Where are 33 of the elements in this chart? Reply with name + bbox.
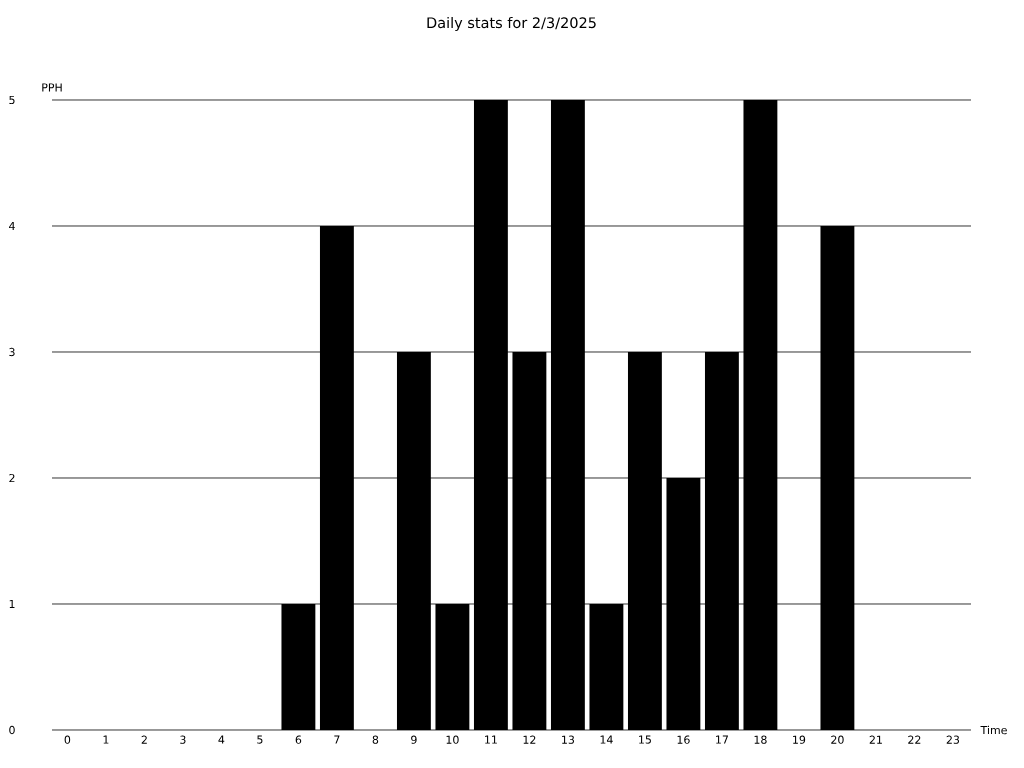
x-tick-label: 12: [523, 735, 536, 744]
x-tick-label: 13: [562, 735, 575, 744]
x-tick-label: 1: [103, 735, 109, 744]
x-tick-label: 16: [677, 735, 690, 744]
y-tick-label: 5: [9, 95, 15, 105]
x-tick-label: 5: [257, 735, 263, 744]
x-tick-label: 2: [141, 735, 147, 744]
y-tick-label: 1: [9, 599, 15, 609]
y-tick-label: 2: [9, 473, 15, 483]
y-tick-label: 0: [9, 725, 15, 735]
chart-title: Daily stats for 2/3/2025: [427, 16, 596, 31]
x-tick-label: 11: [485, 735, 497, 744]
x-tick-label: 22: [908, 735, 921, 744]
x-tick-label: 19: [793, 735, 806, 744]
x-tick-label: 6: [295, 735, 302, 744]
x-tick-label: 15: [639, 735, 651, 744]
x-axis-title: Time: [980, 725, 1007, 735]
y-tick-label: 4: [9, 221, 15, 230]
y-tick-label: 3: [9, 347, 15, 357]
x-tick-label: 10: [446, 735, 459, 744]
x-tick-label: 23: [946, 735, 960, 744]
x-tick-label: 7: [334, 735, 340, 744]
x-tick-label: 8: [372, 735, 379, 744]
x-tick-label: 14: [600, 735, 613, 744]
x-tick-label: 20: [831, 735, 844, 744]
x-tick-label: 21: [869, 735, 882, 744]
x-tick-label: 18: [754, 735, 767, 744]
x-tick-label: 3: [180, 735, 186, 744]
x-tick-label: 4: [218, 735, 225, 744]
x-tick-label: 9: [411, 735, 417, 744]
x-tick-label: 0: [64, 735, 71, 744]
y-axis-title: PPH: [42, 83, 62, 92]
x-tick-label: 17: [716, 735, 728, 744]
